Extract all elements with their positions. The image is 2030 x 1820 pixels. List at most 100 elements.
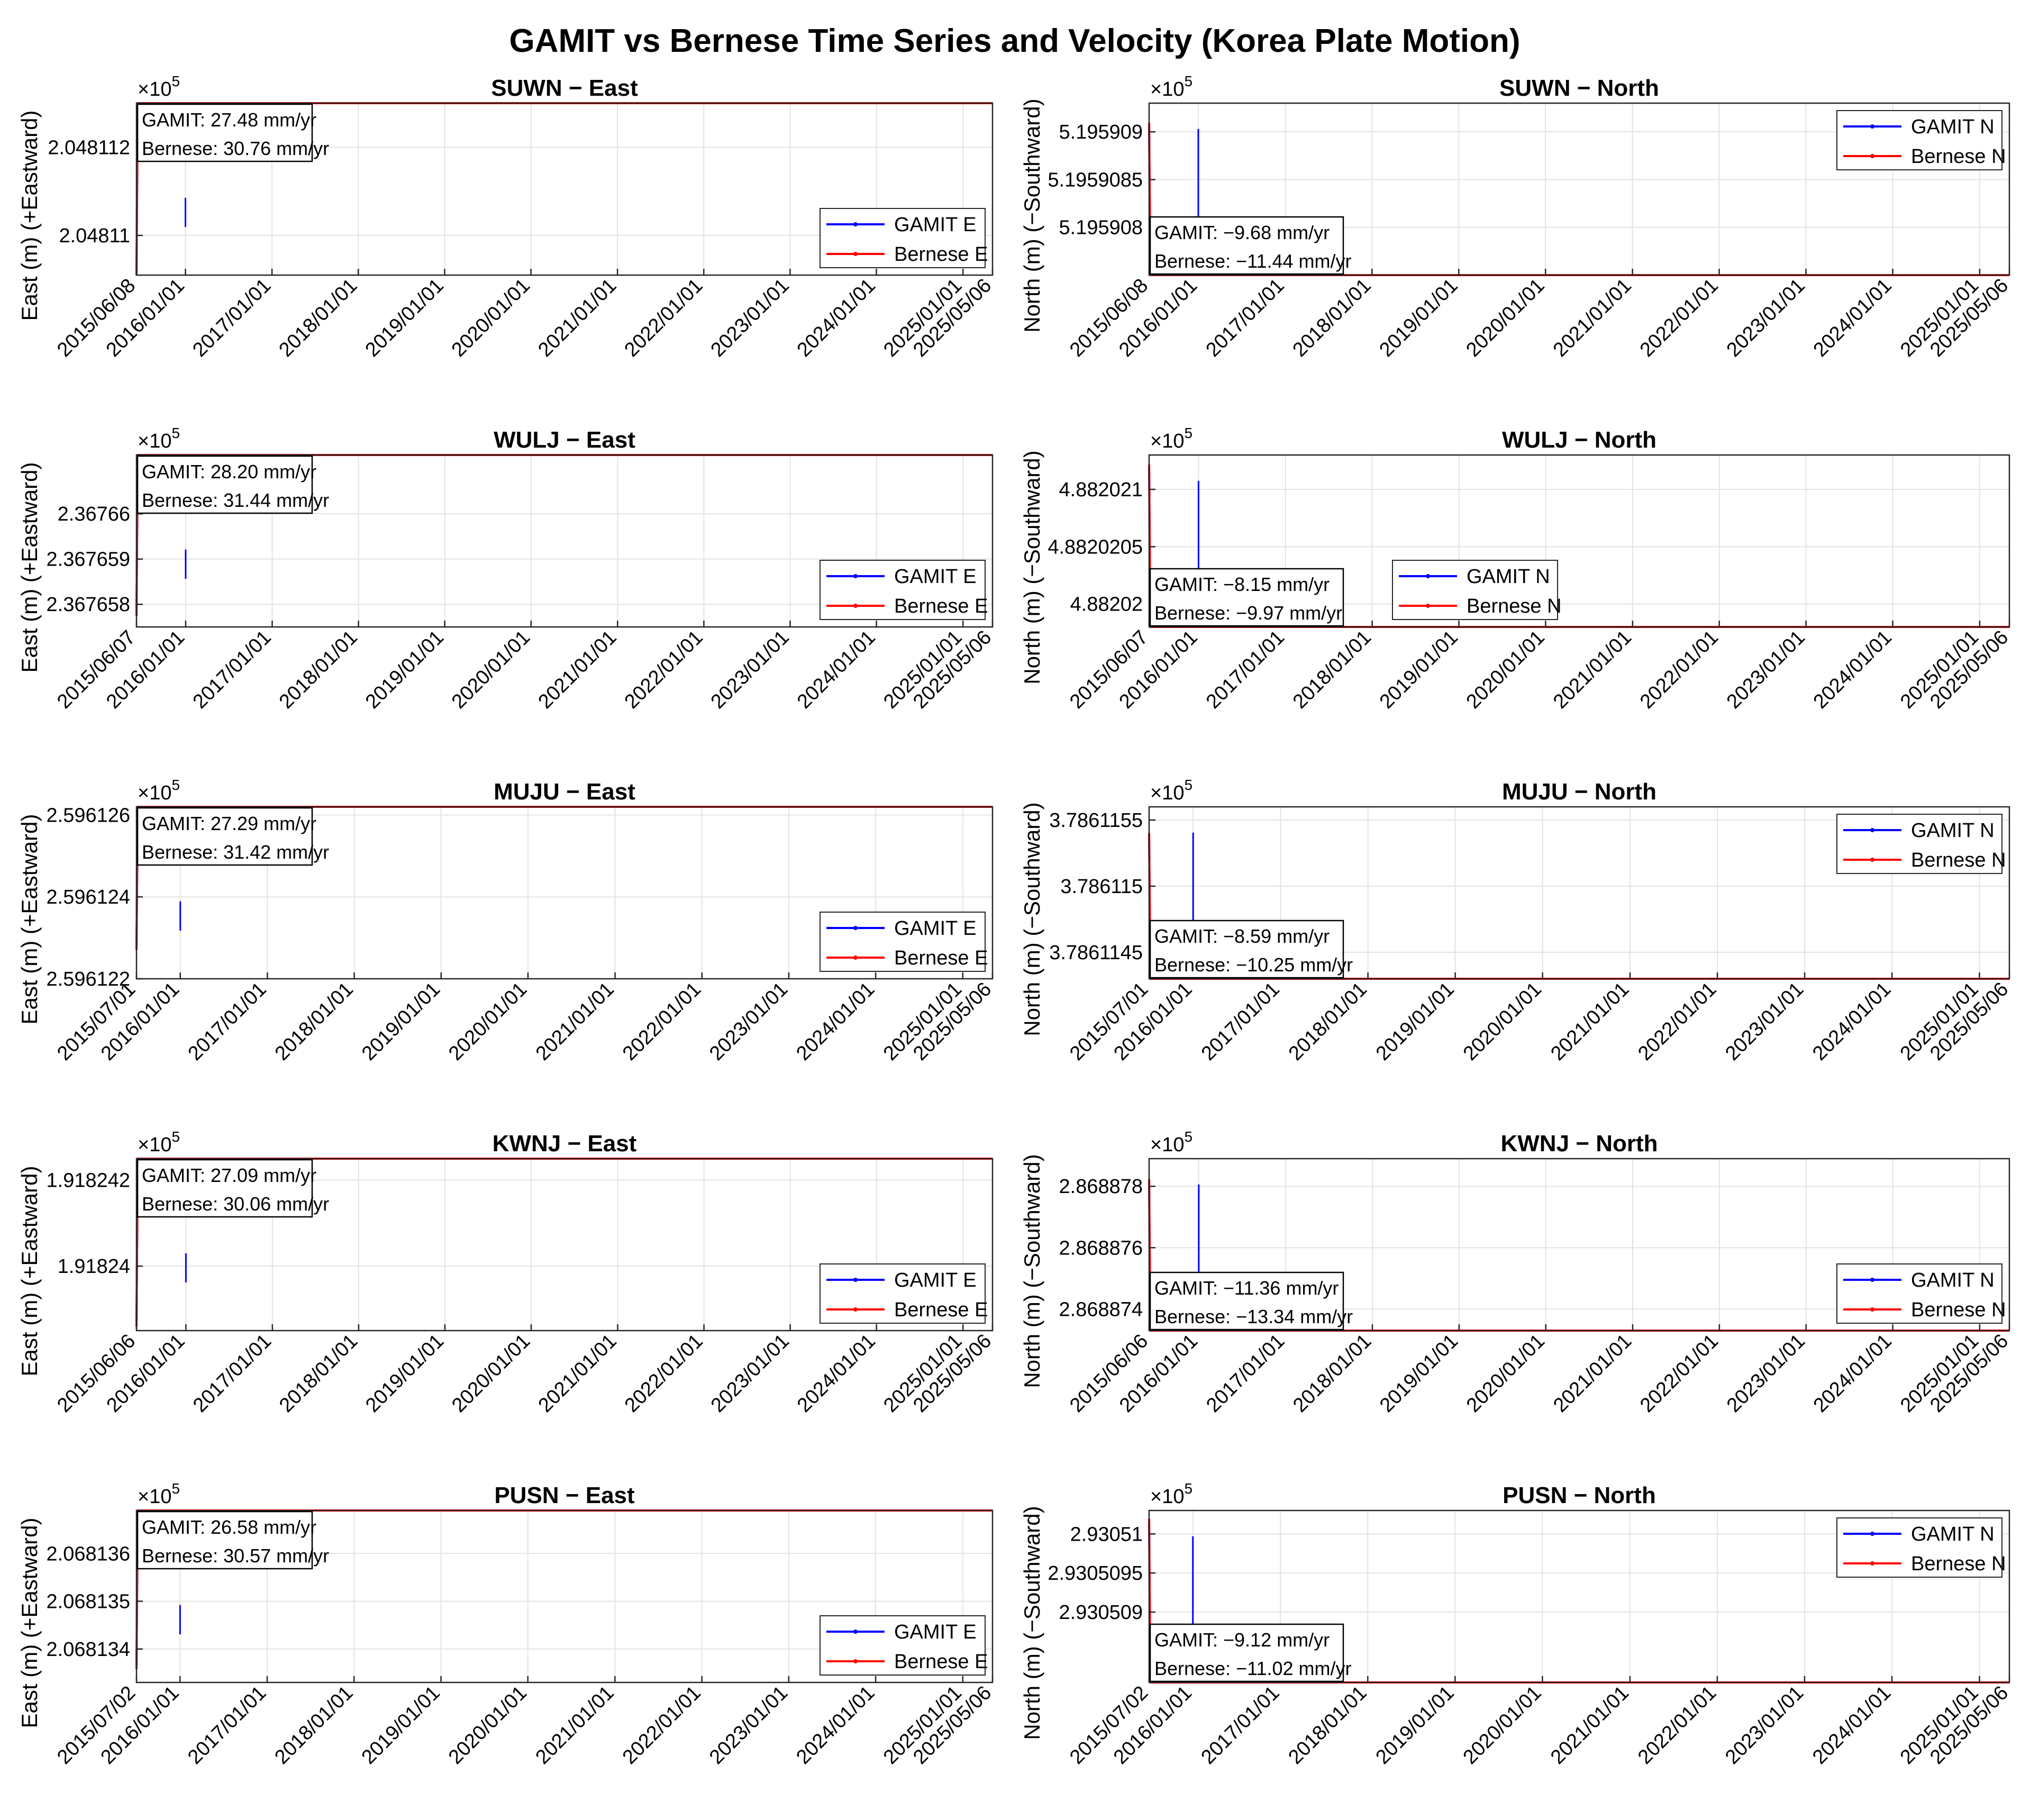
velocity-gamit-text: GAMIT: 27.09 mm/yr [142,1164,316,1186]
panel-title: WULJ − East [494,427,635,453]
legend-marker [1870,1278,1874,1282]
velocity-bernese-text: Bernese: −11.02 mm/yr [1154,1658,1352,1679]
velocity-gamit-text: GAMIT: 27.48 mm/yr [142,109,316,131]
panel-title: SUWN − North [1499,75,1659,101]
x-tick-label: 2020/01/01 [448,1330,534,1417]
legend-label: Bernese N [1911,145,2006,168]
x-tick-label: 2022/01/01 [1636,1330,1723,1417]
panel-title: PUSN − North [1503,1482,1656,1508]
x-tick-label: 2021/01/01 [1546,978,1633,1065]
y-axis-label: North (m) (−Southward) [1019,98,1044,332]
x-tick-label: 2017/01/01 [1197,1682,1283,1769]
legend-marker [853,1307,858,1312]
axes-box [1148,1509,2010,1684]
panel-title: MUJU − North [1502,779,1656,805]
x-tick-label: 2019/01/01 [361,275,448,361]
exponent-label: ×105 [1150,1129,1192,1156]
legend-label: Bernese N [1911,1553,2006,1575]
velocity-bernese-text: Bernese: 31.42 mm/yr [142,841,329,863]
axes-box [1148,1158,2010,1332]
y-tick-label: 2.048112 [48,136,130,159]
legend-marker [1870,1561,1874,1566]
x-tick-label: 2024/01/01 [793,275,880,361]
x-tick-label: 2018/01/01 [275,626,362,713]
axes-box [1148,454,2010,628]
y-tick-label: 5.195908 [1059,217,1143,239]
y-tick-label: 2.868874 [1059,1298,1143,1321]
y-tick-label: 2.868876 [1059,1237,1143,1259]
legend-box [1392,560,1558,620]
x-tick-label: 2024/01/01 [1809,1330,1896,1417]
axes-box [135,1509,994,1684]
x-tick-label: 2022/01/01 [1636,626,1723,713]
x-tick-label: 2024/01/01 [1809,275,1896,361]
x-tick-label: 2018/01/01 [275,1330,362,1417]
y-tick-label: 4.88202 [1070,594,1143,616]
y-tick-label: 2.068136 [47,1543,131,1565]
x-tick-label: 2024/01/01 [792,978,879,1065]
x-tick-label: 2023/01/01 [1723,275,1809,361]
x-tick-label: 2019/01/01 [361,626,448,713]
y-tick-label: 5.1959085 [1048,169,1143,191]
legend-marker [853,1278,858,1282]
x-tick-label: 2017/01/01 [1197,978,1284,1065]
x-tick-label: 2023/01/01 [707,1330,794,1417]
panel-title: KWNJ − East [493,1131,637,1157]
legend-label: GAMIT E [894,1269,977,1291]
x-tick-label: 2019/01/01 [1375,275,1462,361]
y-tick-label: 2.367658 [47,594,131,616]
y-tick-label: 2.068135 [47,1591,131,1613]
x-tick-label: 2020/01/01 [1462,626,1549,713]
legend-label: GAMIT E [894,214,977,236]
x-tick-label: 2020/01/01 [448,275,534,361]
x-tick-label: 2018/01/01 [1285,978,1371,1065]
y-tick-label: 2.068134 [47,1639,131,1661]
exponent-label: ×105 [138,777,180,804]
velocity-bernese-text: Bernese: 30.57 mm/yr [142,1545,329,1567]
y-tick-label: 2.367659 [47,549,131,571]
panel-title: SUWN − East [491,75,638,101]
x-tick-label: 2017/01/01 [189,1330,276,1417]
x-tick-label: 2020/01/01 [1459,978,1546,1065]
y-tick-label: 2.596124 [47,886,131,908]
y-tick-label: 4.8820205 [1048,536,1143,558]
x-tick-label: 2022/01/01 [620,275,707,361]
velocity-info-box [136,103,313,162]
x-tick-label: 2017/01/01 [1202,275,1289,361]
legend-marker [853,926,858,930]
axes-box [135,454,994,628]
legend-box [820,208,986,268]
x-tick-label: 2017/01/01 [1202,626,1289,713]
x-tick-label: 2019/01/01 [358,1682,444,1769]
legend-marker [1426,604,1430,608]
x-tick-label: 2018/01/01 [1289,1330,1376,1417]
x-tick-label: 2018/01/01 [275,275,361,361]
x-tick-label: 2024/01/01 [792,1682,879,1769]
x-tick-label: 2019/01/01 [361,1330,448,1417]
y-tick-label: 3.7861145 [1049,942,1143,964]
velocity-gamit-text: GAMIT: −9.68 mm/yr [1154,222,1330,243]
exponent-power: 5 [171,425,180,441]
velocity-info-box [136,1510,313,1570]
y-tick-label: 4.882021 [1059,479,1143,501]
x-tick-label: 2021/01/01 [534,1330,621,1417]
legend-label: Bernese N [1467,595,1562,617]
y-axis-label: North (m) (−Southward) [1019,1506,1044,1740]
x-tick-label: 2022/01/01 [621,1330,707,1417]
exponent-power: 5 [1184,777,1192,793]
legend-label: Bernese E [894,243,988,266]
x-tick-label: 2020/01/01 [448,626,534,713]
x-tick-label: 2021/01/01 [534,626,621,713]
x-tick-label: 2020/01/01 [444,978,531,1065]
y-tick-label: 3.786115 [1060,876,1143,898]
legend-box [1836,1263,2002,1324]
legend-marker [853,1659,858,1663]
axes-box [1148,102,2010,276]
legend-label: GAMIT N [1911,820,1995,842]
